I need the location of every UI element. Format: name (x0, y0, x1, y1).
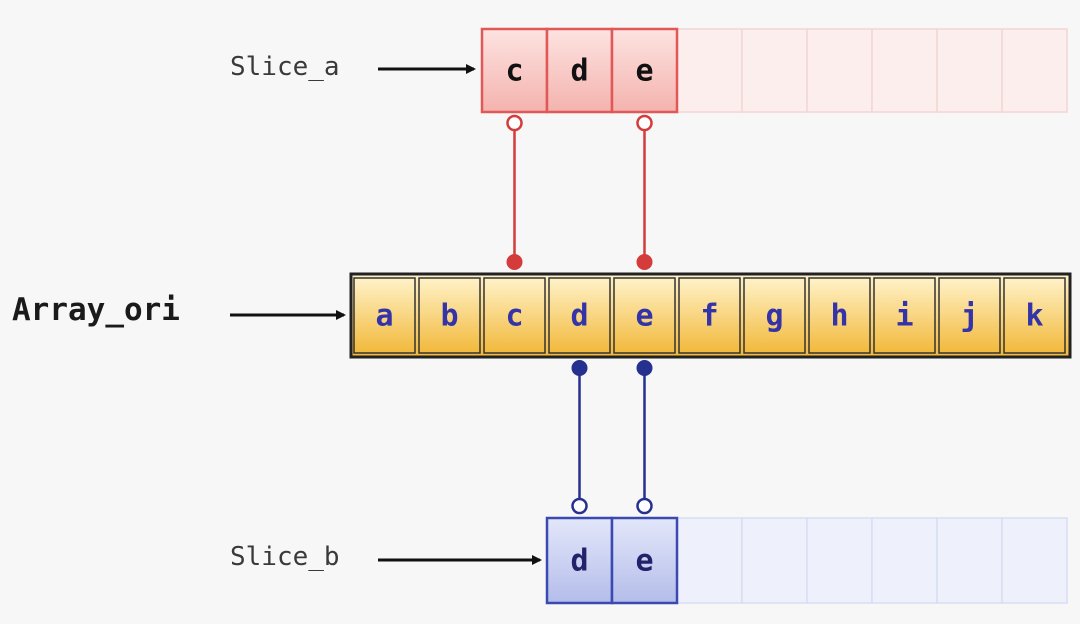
slice-a-cells: c d e (480, 27, 1068, 114)
array-ori-cell-label: j (960, 299, 978, 334)
slice-b-capacity-cell (871, 517, 938, 604)
array-ori-cell (938, 277, 1001, 354)
slice-b-label: Slice_b (230, 542, 340, 572)
slice-a-capacity-cell (871, 28, 938, 113)
slice-a-cell-label: c (505, 54, 523, 89)
slice-b-link-origin-dot (571, 497, 588, 515)
slice-a-capacity-cell (741, 28, 808, 113)
slice-b-link-origin-dot (636, 497, 653, 515)
array-ori-cell-label: e (635, 299, 653, 334)
array-ori-cell (353, 277, 416, 354)
array-ori-cell (743, 277, 806, 354)
array-ori-cell-label: i (895, 299, 913, 334)
array-ori-cell (483, 277, 546, 354)
slice-b-cell-label: e (635, 544, 653, 579)
array-ori-cell (613, 277, 676, 354)
array-ori-cell-label: g (765, 299, 783, 334)
slice-a-cell-label: e (635, 54, 653, 89)
array-ori-cell (808, 277, 871, 354)
slice-a-link-target-dot (506, 254, 523, 270)
slice-b-link-source-dot (571, 360, 588, 376)
array-ori-cell (1003, 277, 1066, 354)
array-ori-cell-label: a (375, 299, 393, 334)
slice-a-capacity-cell (676, 28, 743, 113)
slice-a-link-origin-dot (506, 114, 523, 132)
slice-b-cell (610, 516, 679, 605)
link-endpoints (506, 114, 653, 515)
array-ori-cell-label: b (440, 299, 458, 334)
array-ori-cells: a b c d e f g h i j k (349, 272, 1072, 359)
array-ori-cell (418, 277, 481, 354)
array-ori-cell (873, 277, 936, 354)
slice-b-capacity-cell (936, 517, 1003, 604)
slice-b-cell-label: d (570, 544, 588, 579)
array-ori-cell-label: c (505, 299, 523, 334)
slice-b-link-source-dot (636, 360, 653, 376)
slice-a-cell (545, 27, 614, 114)
array-ori-cell-label: d (570, 299, 588, 334)
array-ori-label: Array_ori (12, 292, 180, 328)
slice-a-cell (610, 27, 679, 114)
slice-b-capacity-cell (806, 517, 873, 604)
slice-b-capacity-cell (1001, 517, 1068, 604)
reference-links (513, 123, 646, 506)
array-ori-cell-label: f (700, 299, 718, 334)
slice-a-capacity-cell (806, 28, 873, 113)
slice-b-cell (545, 516, 614, 605)
slice-a-capacity-cell (1001, 28, 1068, 113)
slice-a-cell-label: d (570, 54, 588, 89)
slice-a-capacity-cell (936, 28, 1003, 113)
array-ori-cell-label: k (1025, 299, 1043, 334)
slice-a-cell (480, 27, 549, 114)
array-ori-cell-label: h (830, 299, 848, 334)
array-ori-cell (678, 277, 741, 354)
slice-a-link-target-dot (636, 254, 653, 270)
slice-a-label: Slice_a (230, 52, 340, 82)
array-ori-cell (548, 277, 611, 354)
slice-b-capacity-cell (741, 517, 808, 604)
slice-a-link-origin-dot (636, 114, 653, 132)
slice-b-capacity-cell (676, 517, 743, 604)
